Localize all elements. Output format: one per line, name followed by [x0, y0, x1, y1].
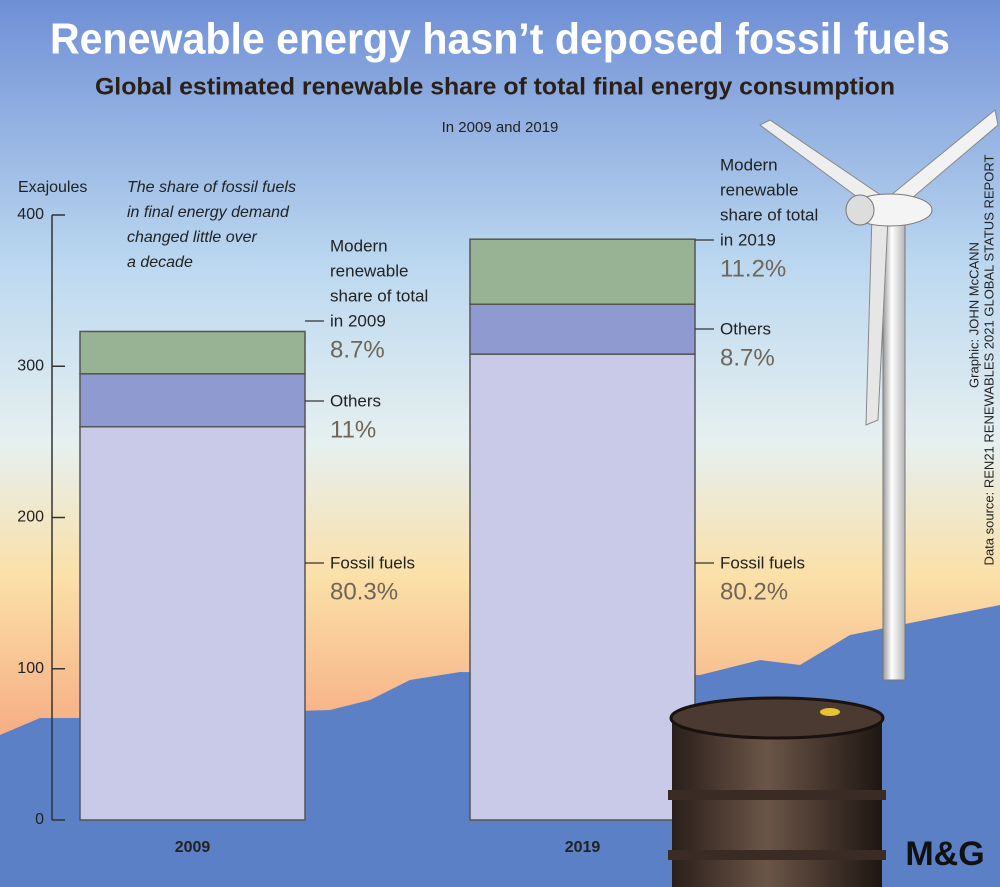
segment-label: in 2019	[720, 230, 776, 249]
barrel-rib	[668, 790, 886, 800]
barrel-lid	[669, 696, 885, 740]
bar-segment	[79, 330, 306, 375]
bar-segment	[469, 303, 696, 355]
turbine-hub	[845, 194, 875, 226]
share-label: 80.2%	[720, 578, 788, 605]
segment-label: Others	[330, 391, 381, 410]
bar-segment	[79, 373, 306, 428]
y-tick-label: 200	[17, 509, 44, 526]
wind-turbine	[759, 109, 999, 681]
share-label: 8.7%	[330, 336, 385, 363]
bar-segment	[469, 353, 696, 821]
share-label: 80.3%	[330, 578, 398, 605]
segment-label: share of total	[330, 286, 428, 305]
segment-label: share of total	[720, 205, 818, 224]
chart-note: In 2009 and 2019	[442, 119, 559, 136]
y-tick-label: 100	[17, 660, 44, 677]
barrel-body	[672, 718, 882, 887]
oil-barrel	[668, 696, 886, 887]
annotation: changed little over	[127, 229, 258, 246]
credit: Data source: REN21 RENEWABLES 2021 GLOBA…	[981, 155, 996, 566]
chart-subtitle: Global estimated renewable share of tota…	[95, 73, 895, 100]
annotation: a decade	[127, 254, 193, 271]
annotation: The share of fossil fuels	[127, 179, 296, 196]
segment-label: in 2009	[330, 311, 386, 330]
logo: M&G	[905, 835, 984, 873]
segment-label: Fossil fuels	[330, 553, 415, 572]
y-tick-label: 400	[17, 206, 44, 223]
bar-segment	[469, 238, 696, 305]
credit: Graphic: JOHN McCANN	[966, 242, 981, 388]
chart-title: Renewable energy hasn’t deposed fossil f…	[50, 15, 950, 64]
segment-label: renewable	[330, 261, 408, 280]
barrel-cap	[820, 708, 840, 716]
share-label: 8.7%	[720, 344, 775, 371]
segment-label: Modern	[720, 155, 778, 174]
y-tick-label: 300	[17, 357, 44, 374]
segment-label: Fossil fuels	[720, 553, 805, 572]
y-axis-label: Exajoules	[18, 179, 87, 196]
segment-label: Others	[720, 319, 771, 338]
segment-label: Modern	[330, 236, 388, 255]
share-label: 11.2%	[720, 255, 786, 282]
turbine-tower	[882, 214, 906, 681]
bar-segment	[79, 426, 306, 821]
x-tick-label: 2009	[175, 839, 211, 856]
x-tick-label: 2019	[565, 839, 601, 856]
y-tick-label: 0	[35, 811, 44, 828]
barrel-rib	[668, 850, 886, 860]
segment-label: renewable	[720, 180, 798, 199]
share-label: 11%	[330, 416, 376, 443]
annotation: in final energy demand	[127, 204, 290, 221]
